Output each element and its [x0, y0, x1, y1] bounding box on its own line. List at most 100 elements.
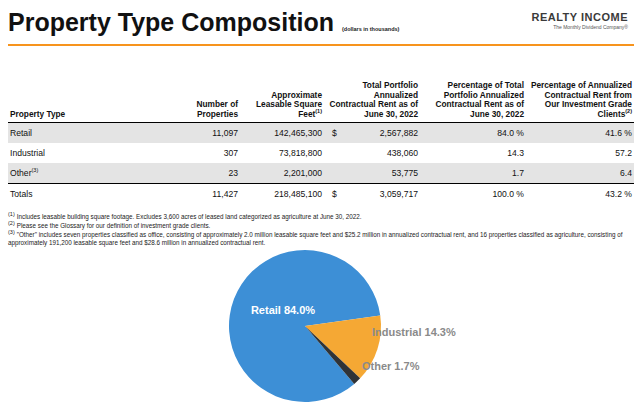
- slice-category: Industrial: [372, 326, 422, 338]
- footnote-ref: (2): [625, 108, 632, 114]
- column-header: Approximate Leasable Square Feet(1): [240, 58, 324, 122]
- slice-category: Other: [362, 360, 392, 372]
- cell-text: 142,465,300: [274, 128, 322, 138]
- table-cell: 6.4: [526, 163, 634, 184]
- table-cell: Industrial: [8, 143, 168, 163]
- column-header: Percentage of Annualized Contractual Ren…: [526, 58, 634, 122]
- cell-text: 1.7: [512, 168, 524, 178]
- cell-text: 11,427: [212, 189, 238, 199]
- slice-value: 14.3%: [425, 326, 456, 338]
- footnote-text: Includes leasable building square footag…: [17, 213, 362, 220]
- footnote-ref: (1): [8, 211, 15, 217]
- header: Property Type Composition (dollars in tho…: [8, 8, 399, 37]
- cell-text: 2,567,882: [380, 128, 418, 138]
- cell-text: Retail: [10, 128, 32, 138]
- footnote-ref: (1): [315, 108, 322, 114]
- page: {"header": {"title": "Property Type Comp…: [0, 0, 640, 417]
- column-header-text: Approximate Leasable Square Feet: [256, 90, 322, 119]
- table-body: Retail11,097142,465,300$2,567,88284.0 %4…: [8, 122, 634, 204]
- table-cell: 218,485,100: [240, 183, 324, 204]
- table-cell: 84.0 %: [420, 122, 526, 143]
- table-row: Retail11,097142,465,300$2,567,88284.0 %4…: [8, 122, 634, 143]
- column-header: Number of Properties: [168, 58, 240, 122]
- slice-value: 1.7%: [394, 360, 419, 372]
- footnote-ref: (2): [8, 220, 15, 226]
- column-header-text: Percentage of Total Portfolio Annualized…: [435, 80, 524, 119]
- table-cell: $3,059,717: [324, 183, 420, 204]
- table-cell: 23: [168, 163, 240, 184]
- cell-text: 307: [224, 148, 238, 158]
- column-header-text: Percentage of Annualized Contractual Ren…: [531, 80, 632, 119]
- table-cell: 2,201,000: [240, 163, 324, 184]
- column-header-text: Total Portfolio Annualized Contractual R…: [329, 80, 418, 119]
- cell-text: 57.2: [615, 148, 632, 158]
- table-cell: 53,775: [324, 163, 420, 184]
- table-cell: Totals: [8, 183, 168, 204]
- slice-category: Retail: [251, 304, 281, 316]
- table-cell: 438,060: [324, 143, 420, 163]
- table-cell: 11,427: [168, 183, 240, 204]
- pie-chart: Retail84.0% Industrial14.3% Other1.7%: [0, 240, 640, 417]
- footnote-text: Please see the Glossary for our definiti…: [17, 222, 211, 229]
- table-cell: 41.6 %: [526, 122, 634, 143]
- table-cell: 11,097: [168, 122, 240, 143]
- table-head: Property TypeNumber of PropertiesApproxi…: [8, 58, 634, 122]
- cell-text: 3,059,717: [380, 189, 418, 199]
- footnote-ref: (3): [32, 167, 39, 173]
- table-row: Totals11,427218,485,100$3,059,717100.0 %…: [8, 183, 634, 204]
- header-row: Property TypeNumber of PropertiesApproxi…: [8, 58, 634, 122]
- footnote-text: "Other" includes seven properties classi…: [8, 231, 622, 247]
- tagline: The Monthly Dividend Company®: [531, 24, 628, 30]
- cell-text: 41.6 %: [605, 128, 632, 138]
- table-cell: $2,567,882: [324, 122, 420, 143]
- cell-text: 23: [228, 168, 238, 178]
- cell-text: 100.0 %: [492, 189, 524, 199]
- cell-text: 6.4: [620, 168, 632, 178]
- footnote: (3)"Other" includes seven properties cla…: [8, 231, 630, 249]
- table-row: Industrial30773,818,800438,06014.357.2: [8, 143, 634, 163]
- cell-text: 218,485,100: [274, 189, 322, 199]
- cell-text: 84.0 %: [497, 128, 524, 138]
- cell-text: 43.2 %: [605, 189, 632, 199]
- slices: [229, 250, 381, 402]
- column-header-text: Property Type: [10, 109, 65, 119]
- slice-value: 84.0%: [284, 304, 315, 316]
- column-header: Percentage of Total Portfolio Annualized…: [420, 58, 526, 122]
- table-row: Other(3) 23 2,201,000 53,775 1.7 6.4: [8, 163, 634, 184]
- cell-text: Other: [10, 168, 32, 178]
- table-cell: 43.2 %: [526, 183, 634, 204]
- footnote-ref: (3): [8, 229, 15, 235]
- table-cell: 73,818,800: [240, 143, 324, 163]
- currency: $: [326, 128, 337, 138]
- logo: REALTY INCOMEThe Monthly Dividend Compan…: [531, 11, 628, 30]
- table-cell: 142,465,300: [240, 122, 324, 143]
- currency: $: [326, 189, 337, 199]
- title: Property Type Composition: [8, 8, 334, 37]
- column-header-text: Number of Properties: [197, 99, 239, 119]
- table-cell: 57.2: [526, 143, 634, 163]
- pie-slice: [229, 250, 380, 402]
- header-rule: [8, 44, 634, 46]
- table-cell: 1.7: [420, 163, 526, 184]
- footnote: (2)Please see the Glossary for our defin…: [8, 222, 630, 231]
- pie-slice: [305, 326, 360, 384]
- table-cell: Retail: [8, 122, 168, 143]
- cell-text: 438,060: [387, 148, 418, 158]
- cell-text: 73,818,800: [279, 148, 322, 158]
- subtitle: (dollars in thousands): [342, 26, 399, 32]
- table-cell: Other(3): [8, 163, 168, 184]
- data-labels: Retail84.0% Industrial14.3% Other1.7%: [251, 304, 456, 372]
- footnote: (1)Includes leasable building square foo…: [8, 213, 630, 222]
- cell-text: 2,201,000: [284, 168, 322, 178]
- slice-label: Other1.7%: [362, 360, 420, 372]
- column-header: Total Portfolio Annualized Contractual R…: [324, 58, 420, 122]
- column-header: Property Type: [8, 58, 168, 122]
- cell-text: 53,775: [392, 168, 418, 178]
- slice-label: Industrial14.3%: [372, 326, 456, 338]
- slice-label: Retail84.0%: [251, 304, 315, 316]
- cell-text: 11,097: [212, 128, 238, 138]
- table-cell: 307: [168, 143, 240, 163]
- footnotes: (1)Includes leasable building square foo…: [8, 213, 630, 248]
- cell-text: Industrial: [10, 148, 45, 158]
- composition-table: Property TypeNumber of PropertiesApproxi…: [8, 58, 634, 204]
